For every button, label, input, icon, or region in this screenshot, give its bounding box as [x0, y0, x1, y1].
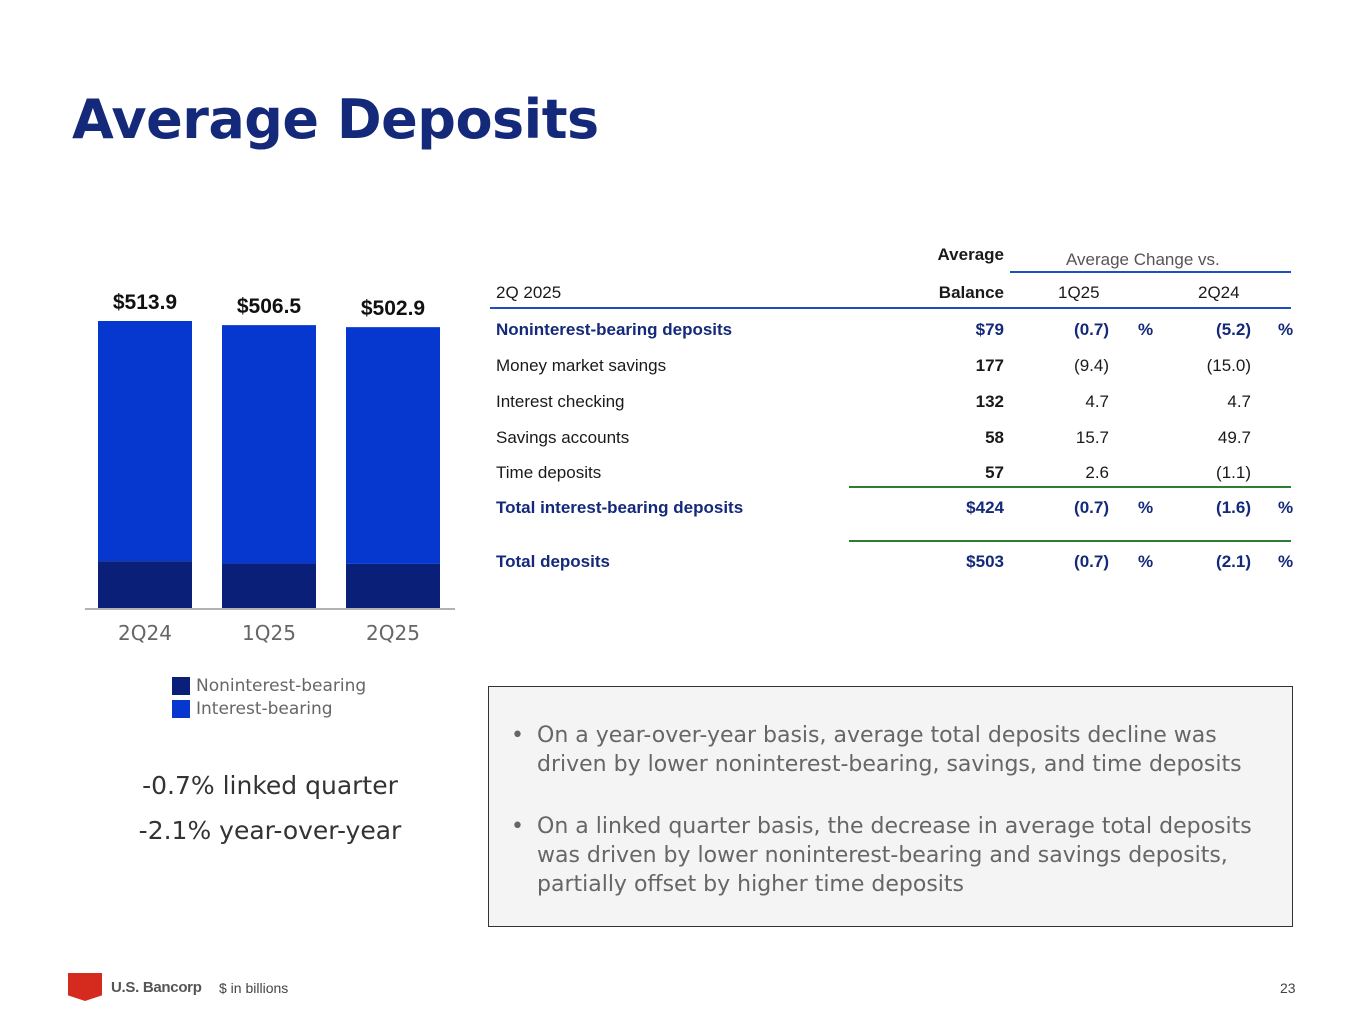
company-logo: U.S. Bancorp [68, 973, 202, 1001]
page-title: Average Deposits [72, 88, 599, 151]
row-label: Money market savings [496, 356, 667, 375]
bullet-yoy: • On a year-over-year basis, average tot… [511, 721, 1277, 779]
header-rule [490, 307, 1291, 309]
row-label: Interest checking [496, 392, 625, 411]
header-change-rule [1010, 271, 1291, 273]
row-pct-2q24: % [1278, 320, 1294, 339]
total-label-2q24: $513.9 [113, 291, 177, 314]
chart-legend: Noninterest-bearing Interest-bearing [172, 674, 366, 720]
row-balance: $424 [966, 498, 1004, 517]
row-pct-1q25: % [1138, 498, 1154, 517]
legend-swatch-noninterest [172, 676, 190, 695]
header-average-change: Average Change vs. [1066, 250, 1220, 269]
row-balance: 58 [985, 428, 1004, 447]
row-balance: 177 [975, 356, 1004, 375]
row-balance: 57 [985, 463, 1004, 482]
subtotal-rule [849, 486, 1291, 488]
bullet-dot: • [511, 814, 524, 839]
row-balance: 132 [975, 392, 1004, 411]
units-footnote: $ in billions [219, 980, 289, 996]
row-pct-2q24: % [1278, 552, 1294, 571]
row-label: Total deposits [496, 552, 610, 571]
page-number: 23 [1280, 980, 1296, 996]
bullet-linked-quarter-text: On a linked quarter basis, the decrease … [537, 814, 1252, 897]
category-label-1q25: 1Q25 [242, 621, 296, 645]
row-pct-1q25: % [1138, 320, 1154, 339]
bar-noninterest-2q25 [346, 563, 440, 608]
row-change-1q25: 4.7 [1085, 392, 1109, 411]
header-average: Average [937, 245, 1004, 264]
shield-logo-icon [68, 973, 102, 1001]
total-rule [849, 540, 1291, 542]
category-label-2q24: 2Q24 [118, 621, 172, 645]
category-label-2q25: 2Q25 [366, 621, 420, 645]
legend-swatch-interest [172, 699, 190, 718]
bar-interest-1q25 [222, 325, 316, 564]
row-pct-1q25: % [1138, 552, 1154, 571]
commentary-box: • On a year-over-year basis, average tot… [488, 686, 1293, 927]
row-label: Time deposits [496, 463, 602, 482]
row-change-2q24: (15.0) [1206, 356, 1251, 375]
bullet-linked-quarter: • On a linked quarter basis, the decreas… [511, 812, 1277, 899]
row-label: Savings accounts [496, 428, 630, 447]
row-change-2q24: (1.6) [1216, 498, 1251, 517]
row-change-1q25: (9.4) [1074, 356, 1109, 375]
row-change-1q25: (0.7) [1074, 498, 1109, 517]
summary-linked-quarter: -0.7% linked quarter [142, 771, 398, 800]
total-label-2q25: $502.9 [361, 297, 425, 320]
row-change-2q24: (1.1) [1216, 463, 1251, 482]
row-change-1q25: 2.6 [1085, 463, 1109, 482]
summary-year-over-year: -2.1% year-over-year [138, 816, 402, 845]
bar-noninterest-1q25 [222, 563, 316, 608]
header-balance: Balance [938, 283, 1004, 302]
row-pct-2q24: % [1278, 498, 1294, 517]
header-period: 2Q 2025 [496, 283, 562, 302]
row-change-1q25: 15.7 [1075, 428, 1109, 447]
legend-label-interest: Interest-bearing [196, 698, 333, 719]
row-change-2q24: 49.7 [1217, 428, 1251, 447]
row-change-2q24: 4.7 [1227, 392, 1251, 411]
legend-item-noninterest: Noninterest-bearing [172, 674, 366, 697]
row-balance: $79 [975, 320, 1004, 339]
bar-interest-2q24 [98, 321, 192, 562]
row-change-2q24: (5.2) [1216, 320, 1251, 339]
bullet-yoy-text: On a year-over-year basis, average total… [537, 723, 1242, 777]
bar-interest-2q25 [346, 327, 440, 564]
row-change-2q24: (2.1) [1216, 552, 1251, 571]
deposits-table: Average Average Change vs. 2Q 2025 Balan… [490, 245, 1294, 571]
row-label: Total interest-bearing deposits [496, 498, 744, 517]
logo-text: U.S. Bancorp [111, 978, 202, 996]
row-balance: $503 [966, 552, 1004, 571]
legend-item-interest: Interest-bearing [172, 697, 366, 720]
row-label: Noninterest-bearing deposits [496, 320, 733, 339]
stacked-bar-chart: $513.9 2Q24 $506.5 1Q25 $502.9 2Q25 [85, 291, 455, 645]
header-col-1q25: 1Q25 [1058, 283, 1100, 302]
row-change-1q25: (0.7) [1074, 320, 1109, 339]
legend-label-noninterest: Noninterest-bearing [196, 675, 367, 696]
row-change-1q25: (0.7) [1074, 552, 1109, 571]
bullet-dot: • [511, 723, 524, 748]
total-label-1q25: $506.5 [237, 295, 302, 318]
header-col-2q24: 2Q24 [1198, 283, 1240, 302]
bar-noninterest-2q24 [98, 561, 192, 608]
